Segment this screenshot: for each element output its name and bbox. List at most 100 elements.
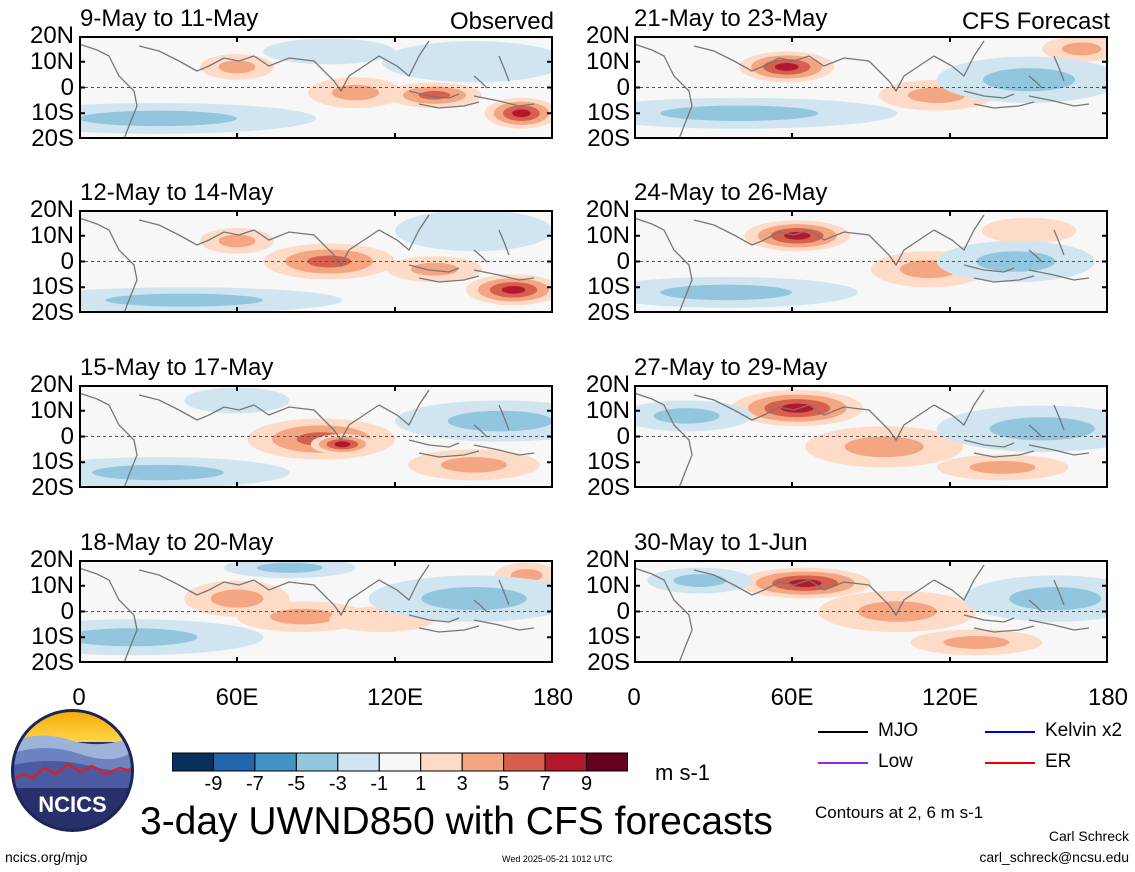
anomaly-3-level-1 <box>660 284 792 301</box>
anomaly-4-level-1 <box>989 417 1095 441</box>
coastline-1 <box>138 219 255 246</box>
coastline-1 <box>138 394 255 421</box>
site-url: ncics.org/mjo <box>5 849 88 865</box>
y-tick-label-right-1-1: 10N <box>585 221 630 249</box>
legend-label-er: ER <box>1045 751 1072 772</box>
coastline-0 <box>634 567 693 663</box>
coastline-1 <box>138 45 255 72</box>
coastline-2 <box>808 404 935 442</box>
coastline-5 <box>973 275 1035 283</box>
coastline-4 <box>963 264 1015 273</box>
anomaly-2-level-0 <box>981 217 1077 244</box>
y-tick-label-left-1-4: 20S <box>31 299 74 326</box>
coastline-8 <box>473 424 488 438</box>
anomaly-0-level-1 <box>210 589 264 608</box>
anomaly-2-level-1 <box>410 262 459 276</box>
y-tick-label-right-3-1: 10N <box>585 571 630 599</box>
anomaly-0-level-3 <box>774 63 799 71</box>
anomaly-3-level-1 <box>92 464 224 481</box>
colorbar-swatch-3 <box>295 752 339 772</box>
coastline-8 <box>473 249 488 263</box>
colorbar-label-6: 3 <box>456 773 468 795</box>
y-tick-label-right-2-4: 20S <box>587 474 630 501</box>
coastline-7 <box>1053 55 1065 82</box>
coastline-3 <box>378 214 430 252</box>
y-tick-label-left-2-0: 20N <box>29 371 74 398</box>
anomaly-4-level-1 <box>447 410 553 432</box>
coastline-5 <box>418 275 480 283</box>
colorbar-swatch-8 <box>503 752 546 772</box>
y-tick-label-left-0-3: 10S <box>31 99 74 127</box>
coastline-0 <box>634 217 693 313</box>
timestamp: Wed 2025-05-21 1012 UTC <box>502 854 613 864</box>
coastline-6 <box>473 444 535 456</box>
coastline-0 <box>79 217 138 313</box>
anomaly-5-level-0 <box>263 38 395 65</box>
y-tick-label-left-3-4: 20S <box>31 649 74 676</box>
anomaly-4-level-1 <box>1009 587 1102 611</box>
coastline-2 <box>808 55 935 93</box>
coastline-5 <box>973 625 1035 633</box>
coastline-0 <box>79 567 138 663</box>
colorbar-label-3: -3 <box>328 773 347 795</box>
coastline-1 <box>693 45 810 72</box>
coastline-5 <box>418 450 480 458</box>
colorbar-label-2: -5 <box>287 773 306 795</box>
y-tick-label-right-3-3: 10S <box>587 623 630 651</box>
coastline-7 <box>1053 579 1065 606</box>
panel-title-right-1: 21-May to 23-May <box>634 5 828 32</box>
y-tick-label-left-2-4: 20S <box>31 474 74 501</box>
coastline-4 <box>408 439 460 448</box>
anomaly-5-level-0 <box>395 210 553 252</box>
coastline-4 <box>963 90 1015 99</box>
anomaly-1-level-1 <box>844 436 924 458</box>
y-tick-label-right-0-0: 20N <box>585 22 630 49</box>
anomaly-0-level-1 <box>218 60 256 74</box>
legend-line-er <box>985 762 1035 764</box>
coastline-1 <box>693 569 810 596</box>
y-tick-label-left-3-0: 20N <box>29 546 74 573</box>
map-panel-left-1 <box>79 36 553 139</box>
colorbar-label-9: 9 <box>580 773 593 795</box>
x-tick-left-60e: 60E <box>215 684 259 711</box>
anomaly-4-level-1 <box>982 68 1076 92</box>
y-tick-label-right-1-0: 20N <box>585 196 630 223</box>
y-tick-label-right-2-1: 10N <box>585 396 630 424</box>
coastline-1 <box>138 569 255 596</box>
colorbar-swatch-4 <box>337 752 380 772</box>
observed-label: Observed <box>449 8 554 35</box>
coastline-6 <box>1028 269 1090 281</box>
coastline-4 <box>408 264 460 273</box>
y-tick-label-right-2-2: 0 <box>616 422 630 450</box>
coastline-2 <box>253 55 380 93</box>
anomaly-2-level-1 <box>441 457 507 473</box>
coastline-8 <box>1028 249 1043 263</box>
y-tick-label-right-3-2: 0 <box>616 597 630 625</box>
coastline-5 <box>973 450 1035 458</box>
coastline-6 <box>1028 444 1090 456</box>
coastline-0 <box>79 392 138 488</box>
coastline-8 <box>1028 75 1043 89</box>
y-tick-label-left-0-1: 10N <box>29 47 74 75</box>
main-title: 3-day UWND850 with CFS forecasts <box>140 800 773 843</box>
colorbar-swatch-0 <box>172 752 214 772</box>
legend-label-low: Low <box>878 751 913 772</box>
y-tick-label-left-3-2: 0 <box>60 597 74 625</box>
legend-line-low <box>818 762 868 764</box>
coastline-7 <box>498 229 510 256</box>
y-tick-label-right-0-1: 10N <box>585 47 630 75</box>
coastline-4 <box>408 90 460 99</box>
colorbar-swatch-7 <box>461 752 505 772</box>
anomaly-0-level-1 <box>218 234 256 248</box>
panel-title-right-3: 27-May to 29-May <box>634 354 828 381</box>
coastline-3 <box>378 564 430 602</box>
coastline-6 <box>1028 619 1090 631</box>
anomaly-1-level-1 <box>331 84 380 101</box>
y-tick-label-left-1-1: 10N <box>29 221 74 249</box>
anomaly-2-level-1 <box>943 635 1010 649</box>
anomaly-4-level-1 <box>79 110 237 127</box>
coastline-4 <box>408 614 460 623</box>
coastline-2 <box>253 229 380 267</box>
y-tick-label-left-3-3: 10S <box>31 623 74 651</box>
